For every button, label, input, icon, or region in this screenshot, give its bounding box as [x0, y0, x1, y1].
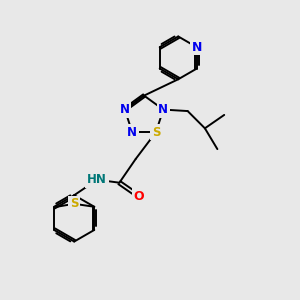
Text: HN: HN: [87, 173, 107, 186]
Text: N: N: [127, 126, 137, 139]
Text: N: N: [192, 41, 202, 54]
Text: S: S: [70, 197, 78, 210]
Text: N: N: [158, 103, 168, 116]
Text: N: N: [120, 103, 130, 116]
Text: O: O: [134, 190, 144, 202]
Text: S: S: [152, 126, 160, 139]
